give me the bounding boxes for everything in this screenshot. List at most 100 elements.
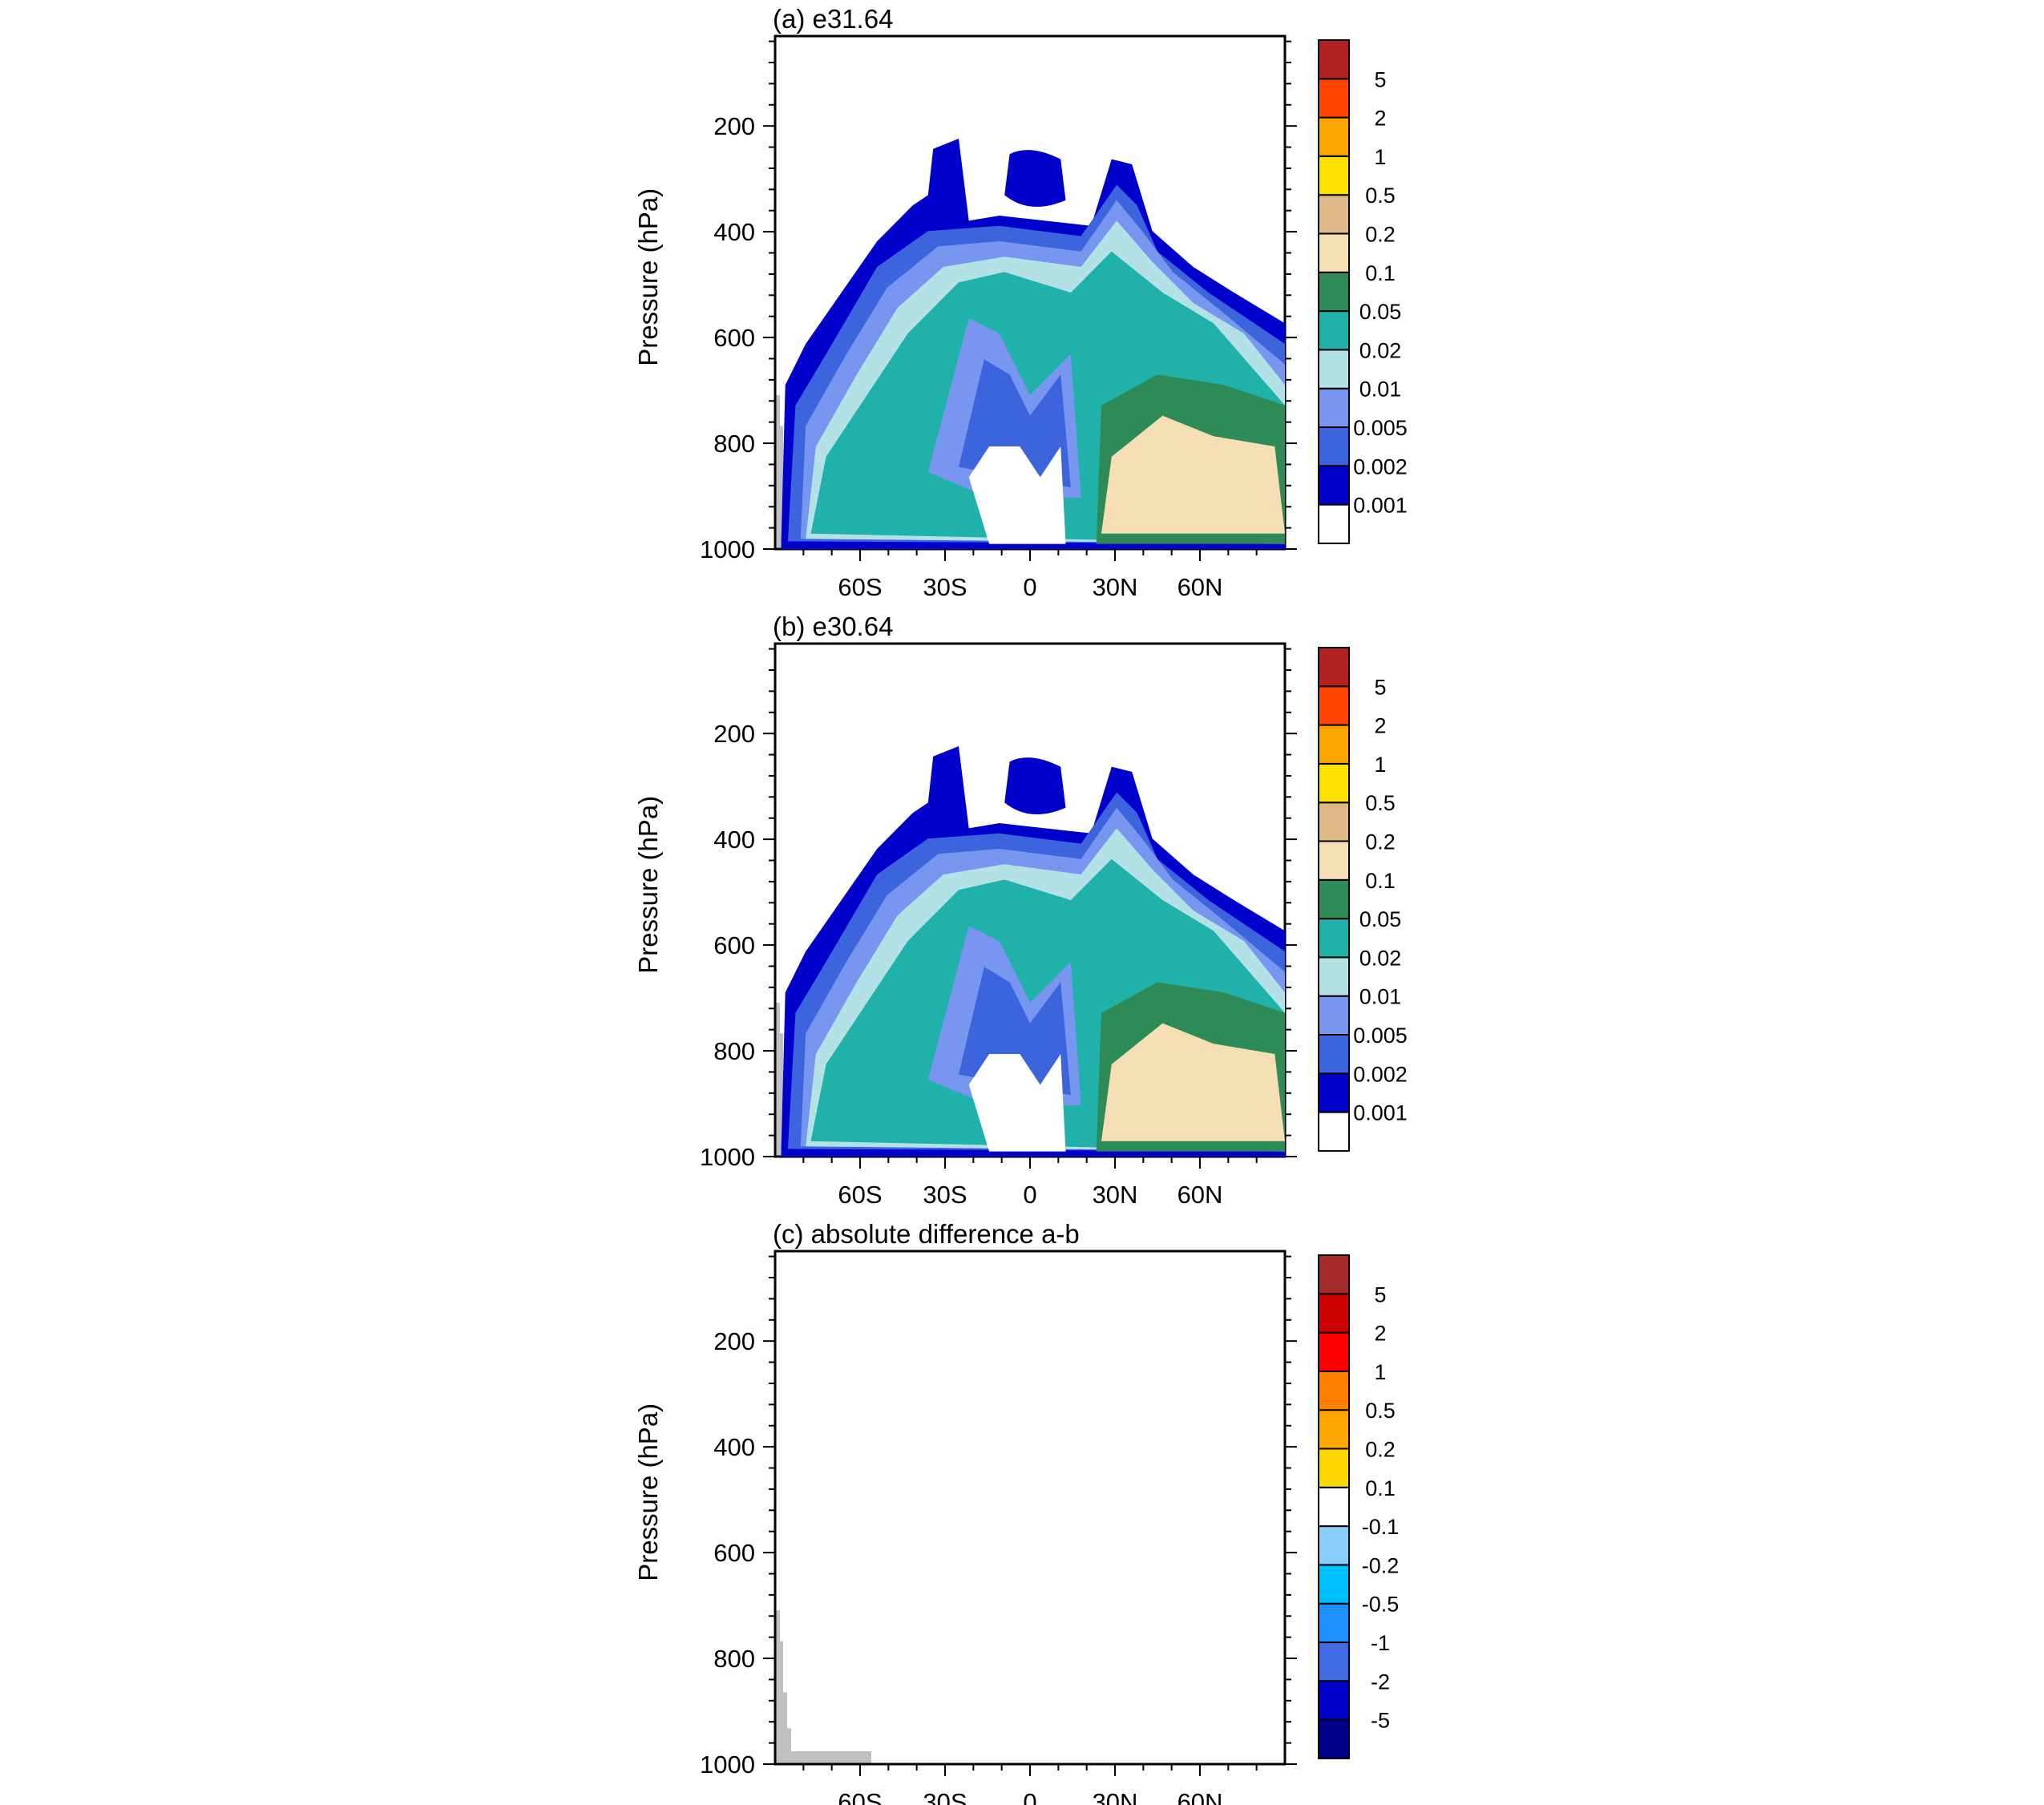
colorbar-swatch (1318, 1486, 1350, 1528)
colorbar-swatch (1318, 762, 1350, 804)
colorbar-swatch (1318, 503, 1350, 544)
colorbar-label: 0.1 (1365, 1476, 1396, 1500)
colorbar-label: 0.02 (1359, 338, 1402, 362)
colorbar: 0.001 0.002 0.005 0.01 0.02 0.05 0.1 0.2 0.5 1 2 5 (1318, 39, 1408, 544)
topography (775, 1610, 871, 1764)
colorbar-swatch (1318, 116, 1350, 157)
y-axis-label: Pressure (hPa) (633, 796, 663, 974)
colorbar-label: -0.5 (1362, 1593, 1400, 1617)
colorbar-swatch (1318, 840, 1350, 881)
colorbar-swatch (1318, 465, 1350, 506)
colorbar-label: 0.005 (1353, 1024, 1408, 1048)
colorbar-swatch (1318, 685, 1350, 726)
colorbar-label: 0.002 (1353, 454, 1408, 479)
colorbar-label: 0.001 (1353, 494, 1408, 518)
colorbar-label: 2 (1374, 1322, 1386, 1346)
colorbar-label: 0.05 (1359, 907, 1402, 931)
colorbar-label: -2 (1371, 1670, 1390, 1694)
colorbar: -5 -2 -1 -0.5 -0.2 -0.1 0.1 0.2 0.5 1 2 5 (1318, 1254, 1400, 1759)
colorbar-label: 0.005 (1353, 416, 1408, 440)
panel-title: (b) e30.64 (773, 612, 893, 641)
y-tick-label: 600 (713, 931, 755, 959)
x-tick-label: 60S (838, 573, 882, 601)
colorbar-swatch (1318, 647, 1350, 688)
x-tick-label: 30N (1093, 1788, 1138, 1805)
x-tick-label: 60S (838, 1181, 882, 1209)
y-tick-label: 1000 (700, 535, 755, 563)
colorbar-swatch (1318, 426, 1350, 467)
colorbar-label: 0.5 (1365, 1399, 1396, 1423)
colorbar-label: 1 (1374, 145, 1386, 169)
colorbar-swatch (1318, 310, 1350, 351)
colorbar-swatch (1318, 802, 1350, 842)
x-tick-label: 0 (1023, 1181, 1036, 1209)
colorbar-swatch (1318, 1034, 1350, 1075)
colorbar-swatch (1318, 1680, 1350, 1721)
y-tick-label: 1000 (700, 1750, 755, 1779)
colorbar-label: 0.1 (1365, 261, 1396, 285)
colorbar-swatch (1318, 995, 1350, 1036)
colorbar-swatch (1318, 387, 1350, 429)
colorbar-swatch (1318, 1641, 1350, 1682)
colorbar-swatch (1318, 1525, 1350, 1566)
contour-field (775, 1610, 871, 1764)
panel-title: (a) e31.64 (773, 4, 893, 34)
x-tick-label: 0 (1023, 1788, 1036, 1805)
y-tick-label: 200 (713, 1327, 755, 1355)
colorbar-label: 2 (1374, 714, 1386, 738)
y-tick-label: 800 (713, 1645, 755, 1673)
x-tick-label: 30S (923, 1788, 967, 1805)
colorbar-label: -5 (1371, 1709, 1390, 1733)
x-tick-label: 60S (838, 1788, 882, 1805)
colorbar-swatch (1318, 155, 1350, 196)
colorbar-swatch (1318, 1564, 1350, 1605)
x-tick-label: 30N (1093, 573, 1138, 601)
colorbar-swatch (1318, 1718, 1350, 1759)
colorbar-swatch (1318, 918, 1350, 959)
colorbar-label: 1 (1374, 1360, 1386, 1384)
y-tick-label: 200 (713, 112, 755, 140)
colorbar-label: 0.5 (1365, 791, 1396, 815)
y-tick-label: 600 (713, 1539, 755, 1567)
colorbar-swatch (1318, 349, 1350, 390)
y-tick-label: 400 (713, 218, 755, 246)
colorbar-swatch (1318, 39, 1350, 80)
colorbar: 0.001 0.002 0.005 0.01 0.02 0.05 0.1 0.2 0.5 1 2 5 (1318, 647, 1408, 1152)
colorbar-label: 0.05 (1359, 300, 1402, 324)
colorbar-swatch (1318, 1111, 1350, 1152)
colorbar-label: 1 (1374, 753, 1386, 777)
colorbar-label: 0.01 (1359, 985, 1402, 1009)
colorbar-swatch (1318, 1409, 1350, 1450)
x-tick-label: 60N (1178, 573, 1223, 601)
colorbar-swatch (1318, 1331, 1350, 1372)
x-tick-label: 60N (1178, 1181, 1223, 1209)
y-tick-label: 800 (713, 430, 755, 458)
colorbar-swatch (1318, 1072, 1350, 1113)
colorbar-label: -0.2 (1362, 1553, 1400, 1577)
colorbar-swatch (1318, 1448, 1350, 1488)
colorbar-label: 0.2 (1365, 1438, 1396, 1462)
colorbar-swatch (1318, 878, 1350, 920)
colorbar-label: -1 (1371, 1631, 1390, 1655)
y-tick-label: 800 (713, 1037, 755, 1065)
colorbar-swatch (1318, 1370, 1350, 1411)
colorbar-swatch (1318, 271, 1350, 313)
y-tick-label: 1000 (700, 1143, 755, 1171)
y-axis-label: Pressure (hPa) (633, 188, 663, 366)
colorbar-label: 0.2 (1365, 223, 1396, 247)
chart-panel-c: 200 400 600 800 1000 60S 30S 0 30N 60N Pressure (h… (633, 1219, 1399, 1805)
colorbar-swatch (1318, 78, 1350, 119)
colorbar-label: 0.1 (1365, 869, 1396, 893)
colorbar-label: 0.002 (1353, 1062, 1408, 1086)
x-tick-label: 0 (1023, 573, 1036, 601)
colorbar-swatch (1318, 232, 1350, 273)
colorbar-swatch (1318, 1602, 1350, 1643)
y-tick-label: 200 (713, 720, 755, 748)
colorbar-swatch (1318, 194, 1350, 235)
colorbar-label: 5 (1374, 67, 1386, 91)
colorbar-swatch (1318, 956, 1350, 997)
y-tick-label: 400 (713, 826, 755, 854)
colorbar-label: 0.2 (1365, 830, 1396, 854)
colorbar-swatch (1318, 1293, 1350, 1334)
